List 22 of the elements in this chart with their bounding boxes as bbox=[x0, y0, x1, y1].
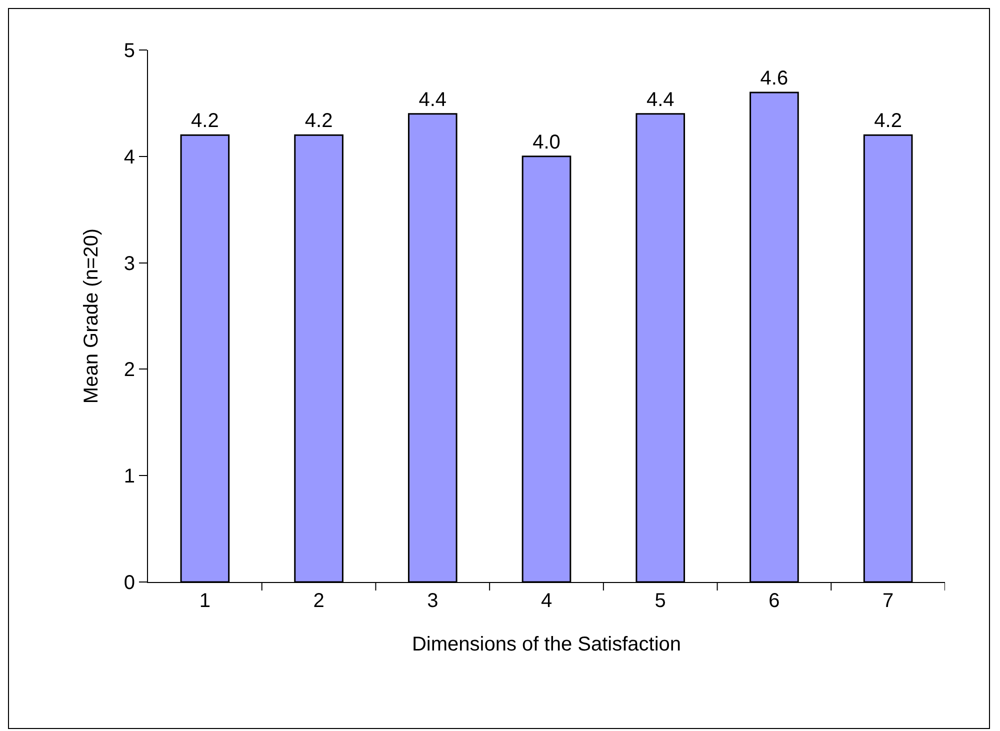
x-tick-label: 7 bbox=[882, 590, 894, 612]
x-tick-label: 3 bbox=[427, 590, 438, 612]
x-tick-label: 2 bbox=[313, 590, 324, 612]
y-axis-title: Mean Grade (n=20) bbox=[80, 228, 102, 404]
y-tick-label: 2 bbox=[124, 359, 135, 382]
y-tick-label: 1 bbox=[124, 466, 135, 488]
data-label: 4.4 bbox=[418, 88, 447, 111]
y-tick-label: 4 bbox=[124, 146, 135, 168]
data-label: 4.0 bbox=[532, 131, 560, 154]
x-tick-label: 6 bbox=[768, 590, 780, 612]
data-label: 4.4 bbox=[646, 88, 674, 111]
data-label: 4.2 bbox=[191, 110, 219, 132]
y-tick-label: 3 bbox=[124, 252, 135, 275]
data-label: 4.2 bbox=[304, 110, 333, 132]
y-tick-label: 5 bbox=[124, 40, 135, 62]
x-tick-label: 5 bbox=[654, 590, 666, 612]
y-tick-label: 0 bbox=[124, 572, 135, 594]
data-label: 4.2 bbox=[874, 110, 902, 132]
data-label: 4.6 bbox=[760, 68, 788, 90]
x-tick-label: 1 bbox=[199, 590, 210, 612]
x-tick-label: 4 bbox=[540, 590, 552, 612]
x-axis-title: Dimensions of the Satisfaction bbox=[412, 634, 682, 656]
